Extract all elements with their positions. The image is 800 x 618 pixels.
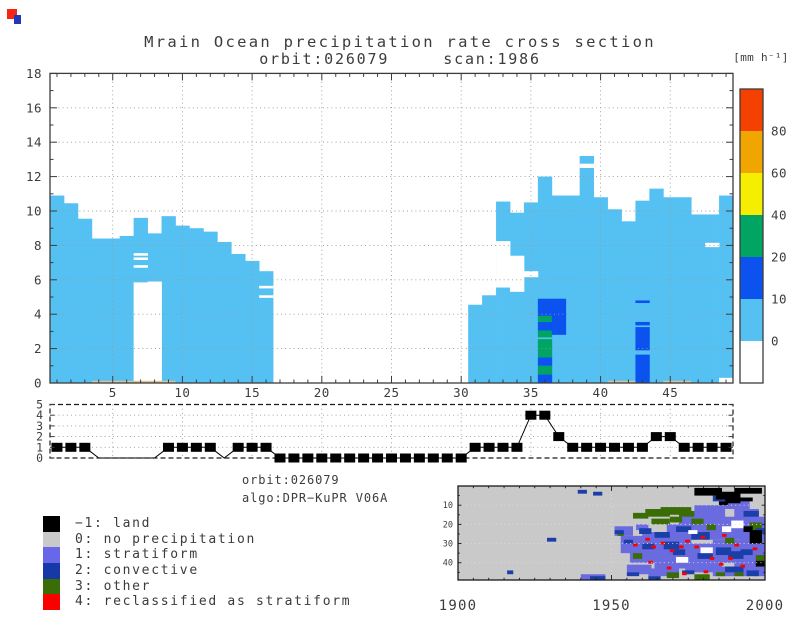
- svg-text:14: 14: [26, 135, 42, 150]
- svg-text:5: 5: [36, 398, 43, 412]
- stratiform-color-swatch: [43, 547, 60, 564]
- legend-item-convective: 2: convective: [43, 563, 351, 579]
- svg-text:8: 8: [34, 238, 42, 253]
- svg-text:45: 45: [662, 385, 678, 400]
- svg-text:6: 6: [34, 272, 42, 287]
- no-precipitation-color-swatch: [43, 531, 60, 548]
- svg-text:60: 60: [771, 166, 787, 181]
- legend-item-reclassified: 4: reclassified as stratiform: [43, 594, 352, 611]
- svg-text:0: 0: [36, 451, 43, 465]
- svg-text:10: 10: [174, 385, 190, 400]
- svg-text:18: 18: [26, 66, 42, 81]
- legend-label: 4: reclassified as stratiform: [75, 594, 352, 610]
- svg-text:2000: 2000: [746, 598, 785, 614]
- svg-text:30: 30: [453, 385, 469, 400]
- colorbar-unit-label: [mm h⁻¹]: [733, 51, 789, 64]
- legend-item-other: 3: other: [43, 578, 351, 595]
- legend-label: 3: other: [75, 578, 152, 594]
- palette-red-icon: [7, 9, 17, 19]
- svg-text:1900: 1900: [439, 598, 478, 614]
- svg-text:5: 5: [109, 385, 117, 400]
- svg-text:2: 2: [36, 430, 43, 444]
- svg-text:4: 4: [34, 307, 42, 322]
- palette-blue-icon: [14, 15, 21, 24]
- other-color-swatch: [43, 578, 60, 595]
- land-color-swatch: [43, 516, 60, 532]
- svg-text:1950: 1950: [592, 598, 631, 614]
- svg-text:40: 40: [443, 559, 453, 569]
- svg-text:30: 30: [443, 540, 453, 550]
- svg-text:25: 25: [383, 385, 399, 400]
- svg-text:16: 16: [26, 100, 42, 115]
- orbit-annotation: orbit:026079: [242, 473, 340, 487]
- algorithm-annotation: algo:DPR−KuPR V06A: [242, 491, 389, 505]
- svg-text:3: 3: [36, 419, 43, 433]
- svg-text:1: 1: [36, 440, 43, 454]
- legend-item-stratiform: 1: stratiform: [43, 547, 351, 564]
- svg-text:10: 10: [26, 204, 42, 219]
- legend-label: 0: no precipitation: [75, 531, 257, 547]
- svg-text:4: 4: [36, 408, 43, 422]
- svg-text:0: 0: [34, 376, 42, 391]
- legend-label: 2: convective: [75, 563, 199, 579]
- svg-text:35: 35: [523, 385, 539, 400]
- rain-type-legend: −1: land 0: no precipitation 1: stratifo…: [43, 516, 352, 611]
- svg-text:40: 40: [771, 208, 787, 223]
- legend-label: 1: stratiform: [75, 547, 199, 563]
- svg-text:0: 0: [771, 334, 779, 349]
- svg-text:20: 20: [771, 250, 787, 265]
- svg-text:12: 12: [26, 169, 42, 184]
- svg-text:10: 10: [443, 501, 453, 511]
- svg-text:20: 20: [443, 520, 453, 530]
- legend-item-no-precipitation: 0: no precipitation: [43, 531, 351, 548]
- svg-text:20: 20: [314, 385, 330, 400]
- svg-text:10: 10: [771, 292, 787, 307]
- figure-title: Mrain Ocean precipitation rate cross sec…: [144, 33, 656, 51]
- svg-text:80: 80: [771, 124, 787, 139]
- svg-text:2: 2: [34, 341, 42, 356]
- legend-label: −1: land: [75, 516, 152, 531]
- figure-subtitle: orbit:026079 scan:1986: [259, 50, 541, 68]
- svg-text:40: 40: [593, 385, 609, 400]
- svg-text:15: 15: [244, 385, 260, 400]
- convective-color-swatch: [43, 563, 60, 579]
- reclassified-color-swatch: [43, 594, 60, 611]
- legend-item-land: −1: land: [43, 516, 351, 532]
